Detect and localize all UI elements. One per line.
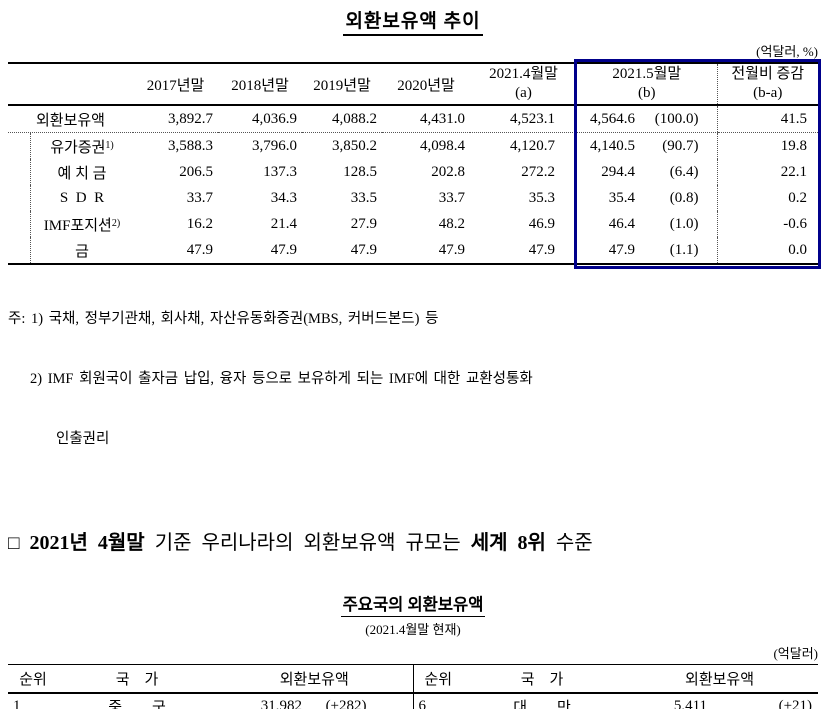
table1-header-2020: 2020년말 xyxy=(397,77,455,94)
table-row-gold: 금 47.9 47.9 47.9 47.9 47.9 47.9 (1.1) 0.0 xyxy=(8,237,818,264)
note-line: 주: 1) 국채, 정부기관채, 회사채, 자산유동화증권(MBS, 커버드본드… xyxy=(8,311,439,327)
table1-header-2021apr: 2021.4월말 (a) xyxy=(489,66,558,101)
rank-header: 순위 xyxy=(19,671,47,688)
table1-notes: 주: 1) 국채, 정부기관채, 회사채, 자산유동화증권(MBS, 커버드본드… xyxy=(8,269,821,489)
table1-header-empty xyxy=(8,63,133,105)
table-row-sdr: S D R 33.7 34.3 33.5 33.7 35.3 35.4 (0.8)… xyxy=(8,185,818,211)
table-row-imf-position: IMF포지션 2) 16.2 21.4 27.9 48.2 46.9 46.4 (1… xyxy=(8,211,818,237)
reserves-trend-table-wrap: 2017년말 2018년말 2019년말 2020년말 2021.4월말 (a)… xyxy=(8,59,821,269)
rank-header: 순위 xyxy=(412,664,464,693)
table1-header-row: 2017년말 2018년말 2019년말 2020년말 2021.4월말 (a)… xyxy=(8,63,818,105)
table1-header-mom-change: 전월비 증감 (b-a) xyxy=(716,63,818,105)
country-header: 국 가 xyxy=(520,671,564,688)
table1-header-2019: 2019년말 xyxy=(313,77,371,94)
row-label: S D R xyxy=(59,189,105,206)
table1-unit-note: (억달러, %) xyxy=(756,44,818,59)
table2-subtitle: (2021.4월말 현재) xyxy=(365,622,461,637)
country-header: 국 가 xyxy=(115,671,159,688)
table-row-total: 외환보유액 3,892.7 4,036.9 4,088.2 4,431.0 4,… xyxy=(8,105,818,133)
row-label: 금 xyxy=(75,243,89,260)
table1-header-2021may: 2021.5월말 (b) xyxy=(612,66,682,101)
table2-title-wrap: 주요국의 외환보유액 xyxy=(8,591,818,617)
table-row: 1 중 국 31,982 (+282) 6 대 만 5,411 (+21) xyxy=(8,692,818,709)
row-label: 외환보유액 xyxy=(35,112,105,129)
table1-header-2017: 2017년말 xyxy=(146,77,205,94)
row-label: IMF포지션 xyxy=(43,217,112,234)
table2-title: 주요국의 외환보유액 xyxy=(340,591,486,617)
section-heading: □ 2021년 4월말 기준 우리나라의 외환보유액 규모는 세계 8위 수준 xyxy=(8,532,593,554)
reserves-trend-table: 2017년말 2018년말 2019년말 2020년말 2021.4월말 (a)… xyxy=(8,62,818,265)
reserves-header: 외환보유액 xyxy=(279,671,349,688)
table-row-deposits: 예 치 금 206.5 137.3 128.5 202.8 272.2 294.… xyxy=(8,159,818,185)
major-countries-table: 순위 국 가 외환보유액 순위 국 가 외환보유액 1 중 국 31,982 (… xyxy=(8,664,819,709)
note-line: 2) IMF 회원국이 출자금 납입, 융자 등으로 보유하게 되는 IMF에 … xyxy=(30,371,533,387)
title-wrap: 외환보유액 추이 xyxy=(8,0,818,36)
square-bullet-icon: □ xyxy=(8,533,20,554)
row-label: 유가증권 xyxy=(50,139,106,156)
table-row-securities: 유가증권 1) 3,588.3 3,796.0 3,850.2 4,098.4 4… xyxy=(8,132,818,159)
row-label: 예 치 금 xyxy=(57,165,107,182)
table2-unit-note: (억달러) xyxy=(773,646,818,661)
reserves-header: 외환보유액 xyxy=(685,671,755,688)
note-line: 인출권리 xyxy=(56,431,110,447)
table1-header-2018: 2018년말 xyxy=(231,77,289,94)
table2-header-row: 순위 국 가 외환보유액 순위 국 가 외환보유액 xyxy=(8,664,818,693)
page-title: 외환보유액 추이 xyxy=(343,6,483,36)
